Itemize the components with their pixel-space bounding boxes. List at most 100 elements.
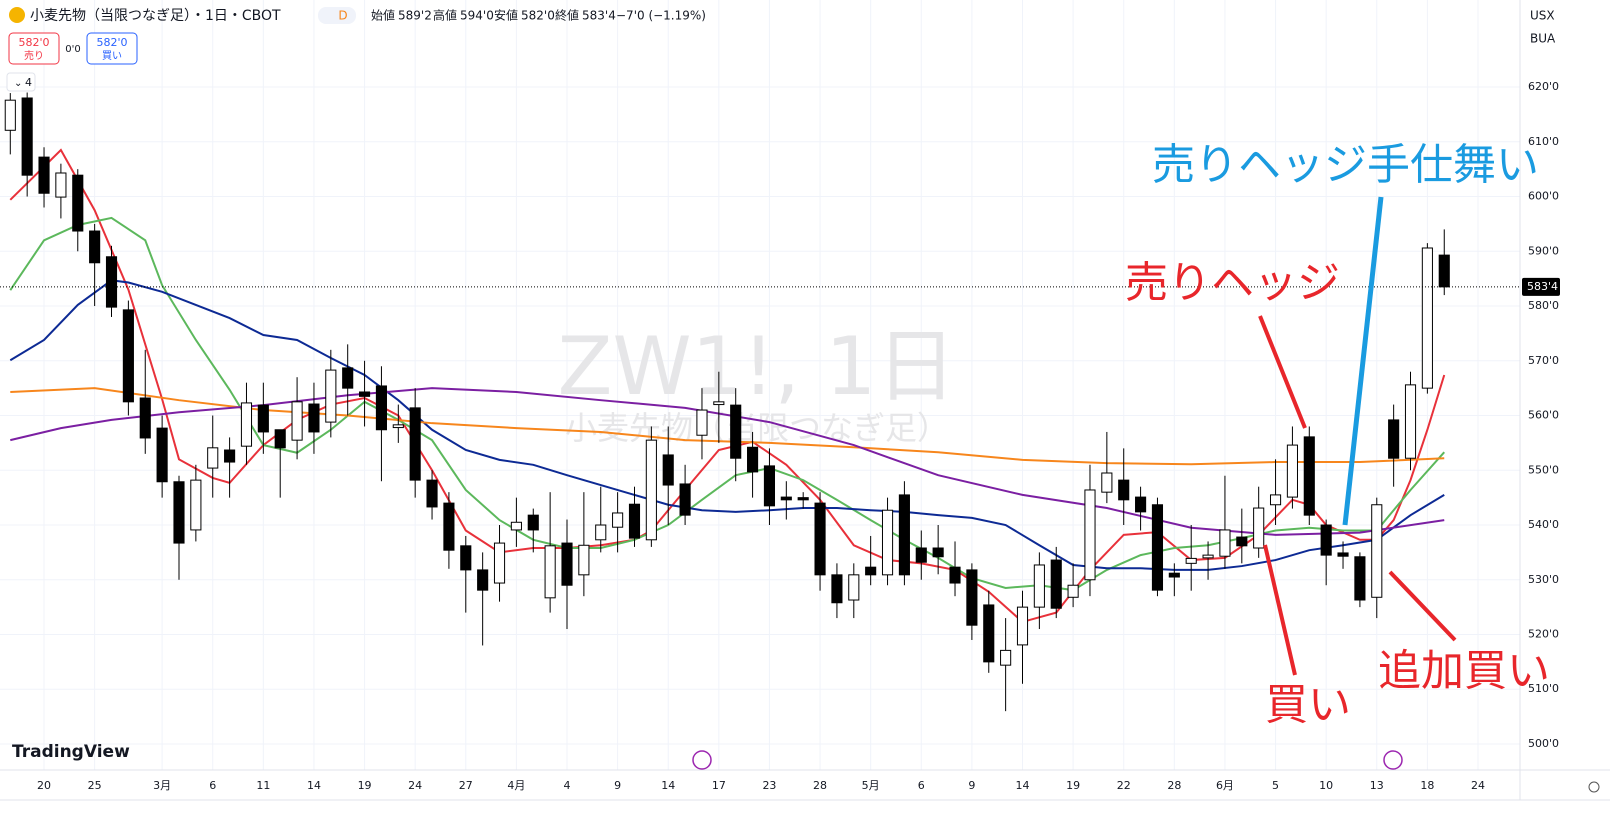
- annotation: 売りヘッジ: [1125, 259, 1340, 309]
- y-tick-label: 510'0: [1528, 682, 1559, 695]
- currency[interactable]: USX: [1530, 9, 1555, 23]
- candle-body: [122, 309, 134, 403]
- candle-body: [527, 514, 539, 531]
- candle-body: [578, 544, 590, 576]
- ohlc-value: 583'4: [582, 9, 616, 23]
- candle-body: [1084, 489, 1096, 581]
- x-tick-label: 28: [813, 779, 827, 792]
- indicator-toggle[interactable]: [6, 72, 36, 92]
- candle-body: [156, 427, 168, 483]
- x-tick-label: 5月: [862, 779, 880, 792]
- sell-button[interactable]: [8, 32, 60, 65]
- candle-body: [1067, 584, 1079, 598]
- sell-price: 582'0: [18, 36, 49, 49]
- candle-body: [21, 97, 33, 176]
- y-tick-label: 560'0: [1528, 409, 1559, 422]
- candle-body: [55, 172, 67, 198]
- x-tick-label: 20: [37, 779, 51, 792]
- candle-body: [1135, 496, 1147, 513]
- settings-icon[interactable]: [1588, 781, 1600, 793]
- unit[interactable]: BUA: [1530, 32, 1556, 46]
- spread: 0'0: [65, 44, 80, 55]
- ohlc-value: 594'0: [460, 9, 494, 23]
- candle-body: [224, 449, 236, 463]
- candle-body: [1050, 559, 1062, 609]
- candle-body: [1000, 649, 1012, 666]
- candle-body: [207, 447, 219, 469]
- buy-button[interactable]: [86, 32, 138, 65]
- candle-body: [831, 574, 843, 604]
- header-title: 小麦先物（当限つなぎ足）・1日・CBOT: [30, 8, 281, 24]
- x-tick-label: 19: [358, 779, 372, 792]
- sell-label: 売り: [24, 49, 44, 62]
- candle-body: [595, 524, 607, 541]
- candle-body: [1101, 472, 1113, 493]
- candle-body: [983, 604, 995, 663]
- x-tick-label: 18: [1420, 779, 1434, 792]
- candle-body: [493, 542, 506, 584]
- ohlc-value: 582'0: [521, 9, 555, 23]
- candle-body: [763, 465, 776, 507]
- y-tick-label: 610'0: [1528, 135, 1559, 148]
- candle-body: [544, 545, 556, 599]
- x-tick-label: 25: [88, 779, 102, 792]
- candle-body: [308, 403, 320, 433]
- moving-average: [9, 279, 1445, 571]
- ohlc-label: 高値: [433, 8, 457, 23]
- change: −7'0 (−1.19%): [616, 9, 706, 23]
- candle-body: [915, 547, 927, 563]
- candle-body: [325, 369, 337, 423]
- candle-body: [797, 497, 809, 501]
- candle-body: [257, 404, 269, 433]
- x-tick-label: 6: [918, 779, 925, 792]
- candle-body: [628, 503, 641, 539]
- candle-body: [72, 174, 84, 232]
- y-tick-label: 570'0: [1528, 354, 1559, 367]
- y-tick-label: 550'0: [1528, 463, 1559, 476]
- candle-body: [1118, 479, 1130, 501]
- y-tick-label: 620'0: [1528, 80, 1559, 93]
- candle-body: [814, 502, 826, 576]
- candle-body: [780, 496, 792, 501]
- buy-price: 582'0: [96, 36, 127, 49]
- candle-body: [1202, 554, 1214, 559]
- candle-body: [898, 494, 910, 576]
- candle-body: [1320, 524, 1332, 556]
- candle-body: [1388, 419, 1400, 459]
- event-icon[interactable]: [692, 750, 712, 770]
- y-tick-label: 520'0: [1528, 628, 1559, 641]
- x-tick-label: 14: [307, 779, 321, 792]
- x-tick-label: 6月: [1216, 779, 1234, 792]
- candle-body: [881, 509, 894, 576]
- x-tick-label: 19: [1066, 779, 1080, 792]
- x-tick-label: 27: [459, 779, 473, 792]
- y-tick-label: 500'0: [1528, 737, 1559, 750]
- candle-body: [1286, 444, 1298, 498]
- candle-body: [1253, 507, 1265, 549]
- x-tick-label: 24: [1471, 779, 1485, 792]
- candle-body: [426, 479, 438, 508]
- interval-pill[interactable]: [318, 7, 356, 24]
- candle-body: [865, 566, 877, 576]
- annotation-line: [1258, 315, 1307, 429]
- candle-body: [1337, 552, 1349, 557]
- event-icon[interactable]: [1383, 750, 1403, 770]
- candle-body: [713, 401, 725, 406]
- ohlc-label: 始値: [371, 8, 395, 23]
- x-tick-label: 22: [1117, 779, 1131, 792]
- candle-body: [1151, 504, 1164, 591]
- candle-body: [375, 385, 387, 431]
- candle-body: [1016, 606, 1029, 646]
- candle-body: [662, 454, 674, 486]
- ohlc-label: 安値: [494, 8, 518, 23]
- candle-body: [1354, 556, 1366, 601]
- candle-body: [359, 391, 371, 397]
- symbol-icon: [9, 7, 25, 23]
- y-tick-label: 580'0: [1528, 299, 1559, 312]
- last-price-badge: [1522, 277, 1560, 296]
- candle-body: [443, 502, 455, 551]
- x-tick-label: 9: [968, 779, 975, 792]
- annotation: 売りヘッジ手仕舞い: [1152, 141, 1539, 191]
- y-tick-label: 600'0: [1528, 190, 1559, 203]
